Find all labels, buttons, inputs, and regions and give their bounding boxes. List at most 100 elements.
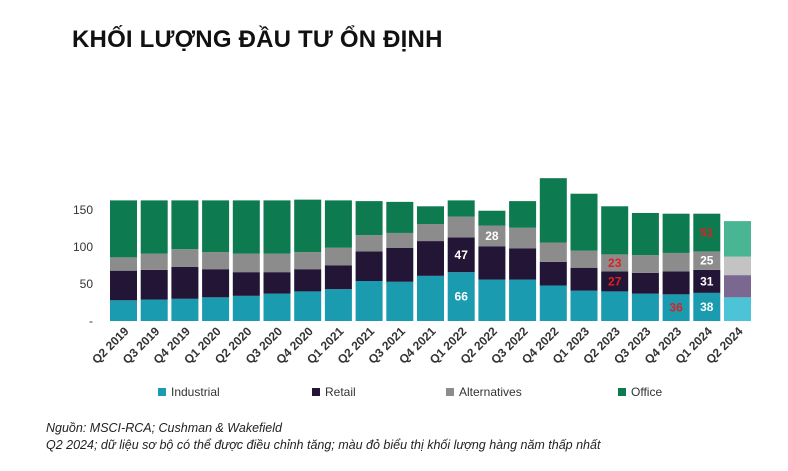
data-label-industrial-q1-2024: 38 (700, 300, 714, 314)
legend-item-industrial: Industrial (158, 385, 220, 399)
bar-retail-q3-2021 (386, 247, 414, 282)
bar-office-q2-2019 (110, 200, 137, 258)
y-tick-label-0: - (89, 314, 93, 328)
bar-office-q3-2023 (631, 212, 659, 256)
bar-retail-q1-2020 (202, 269, 230, 298)
bar-alternatives-q2-2021 (355, 235, 383, 252)
bar-alternatives-q4-2022 (539, 242, 567, 262)
data-label-retail-q1-2024: 31 (700, 274, 714, 288)
bar-industrial-q3-2019 (140, 299, 168, 321)
bar-office-q1-2022 (447, 200, 475, 217)
bar-alternatives-q1-2021 (324, 247, 352, 266)
bar-retail-q2-2024 (724, 275, 751, 298)
bar-office-q4-2020 (294, 199, 322, 253)
bar-industrial-q1-2020 (202, 297, 230, 321)
legend-item-office: Office (618, 385, 662, 399)
legend-label-retail: Retail (325, 385, 356, 399)
bar-alternatives-q1-2023 (570, 250, 598, 268)
bar-alternatives-q4-2020 (294, 252, 322, 270)
bar-alternatives-q3-2019 (140, 253, 168, 270)
chart-legend: Industrial Retail Alternatives Office (0, 385, 788, 401)
legend-swatch-alternatives (446, 388, 454, 396)
legend-swatch-retail (312, 388, 320, 396)
bar-industrial-q2-2022 (478, 279, 506, 321)
bar-alternatives-q2-2022 (478, 225, 506, 247)
bar-office-q4-2019 (171, 200, 199, 250)
bar-alternatives-q2-2023 (601, 254, 629, 272)
bar-office-q2-2021 (355, 201, 383, 236)
bar-office-q1-2020 (202, 200, 230, 253)
bar-office-q2-2022 (478, 210, 506, 226)
bar-alternatives-q3-2021 (386, 232, 414, 248)
bar-industrial-q1-2021 (324, 289, 352, 321)
bar-industrial-q3-2023 (631, 293, 659, 321)
bar-industrial-q2-2023 (601, 291, 629, 321)
bar-office-q2-2020 (232, 200, 260, 254)
bar-alternatives-q3-2023 (631, 255, 659, 273)
bar-retail-q1-2024 (693, 269, 721, 293)
bar-alternatives-q2-2020 (232, 253, 260, 273)
bar-industrial-q4-2020 (294, 291, 322, 321)
legend-item-alternatives: Alternatives (446, 385, 522, 399)
bar-office-q4-2022 (539, 178, 567, 243)
bar-retail-q3-2019 (140, 269, 168, 300)
data-label-office-q1-2024: 51 (700, 226, 714, 240)
legend-label-office: Office (631, 385, 663, 399)
bar-alternatives-q4-2021 (417, 224, 444, 242)
bar-retail-q1-2021 (324, 265, 352, 290)
bar-retail-q1-2022 (447, 237, 475, 273)
bar-industrial-q3-2022 (509, 279, 537, 321)
bar-retail-q3-2023 (631, 272, 659, 294)
bar-retail-q2-2019 (110, 270, 137, 301)
bar-retail-q3-2020 (263, 272, 291, 294)
bar-office-q3-2021 (386, 201, 414, 233)
bar-industrial-q1-2024 (693, 292, 721, 321)
bar-retail-q2-2021 (355, 251, 383, 282)
bar-retail-q4-2019 (171, 266, 199, 299)
bar-alternatives-q3-2020 (263, 253, 291, 273)
footnote: Q2 2024; dữ liệu sơ bộ có thể được điều … (46, 438, 601, 452)
data-label-retail-q1-2022: 47 (455, 248, 469, 262)
bar-alternatives-q3-2022 (509, 227, 537, 249)
bar-industrial-q1-2023 (570, 290, 598, 321)
bar-retail-q4-2022 (539, 261, 567, 286)
y-tick-label-1: 50 (80, 277, 94, 291)
bar-retail-q3-2022 (509, 248, 537, 280)
chart-title: KHỐI LƯỢNG ĐẦU TƯ ỔN ĐỊNH (72, 26, 443, 53)
data-label-alternatives-q2-2023: 23 (608, 256, 622, 270)
bar-alternatives-q4-2023 (662, 252, 690, 272)
bar-office-q3-2022 (509, 201, 537, 228)
bar-industrial-q4-2021 (417, 275, 444, 321)
bar-industrial-q3-2020 (263, 293, 291, 321)
legend-swatch-industrial (158, 388, 166, 396)
legend-label-industrial: Industrial (171, 385, 220, 399)
bar-office-q1-2021 (324, 200, 352, 248)
bar-industrial-q1-2022 (447, 272, 475, 321)
bar-retail-q4-2020 (294, 269, 322, 292)
legend-item-retail: Retail (312, 385, 356, 399)
bar-alternatives-q4-2019 (171, 249, 199, 267)
legend-swatch-office (618, 388, 626, 396)
y-tick-label-2: 100 (73, 240, 93, 254)
bar-retail-q4-2021 (417, 241, 444, 276)
bar-alternatives-q2-2019 (110, 257, 137, 271)
bar-industrial-q2-2019 (110, 300, 137, 321)
bar-industrial-q2-2024 (724, 297, 751, 321)
bar-office-q4-2023 (662, 213, 690, 253)
bar-retail-q2-2023 (601, 271, 629, 292)
bar-industrial-q4-2019 (171, 298, 199, 321)
bar-office-q2-2024 (724, 221, 751, 257)
bar-alternatives-q1-2024 (693, 251, 721, 270)
bar-alternatives-q2-2024 (724, 256, 751, 276)
bar-retail-q4-2023 (662, 271, 690, 295)
bar-office-q4-2021 (417, 206, 444, 225)
bar-office-q3-2019 (140, 200, 168, 254)
bar-industrial-q3-2021 (386, 281, 414, 321)
bar-retail-q1-2023 (570, 267, 598, 291)
chart-notes: Nguồn: MSCI-RCA; Cushman & Wakefield Q2 … (46, 420, 600, 454)
bar-industrial-q2-2020 (232, 295, 260, 321)
source-note: Nguồn: MSCI-RCA; Cushman & Wakefield (46, 421, 282, 435)
bar-alternatives-q1-2020 (202, 252, 230, 270)
data-label-industrial-q1-2022: 66 (455, 290, 469, 304)
